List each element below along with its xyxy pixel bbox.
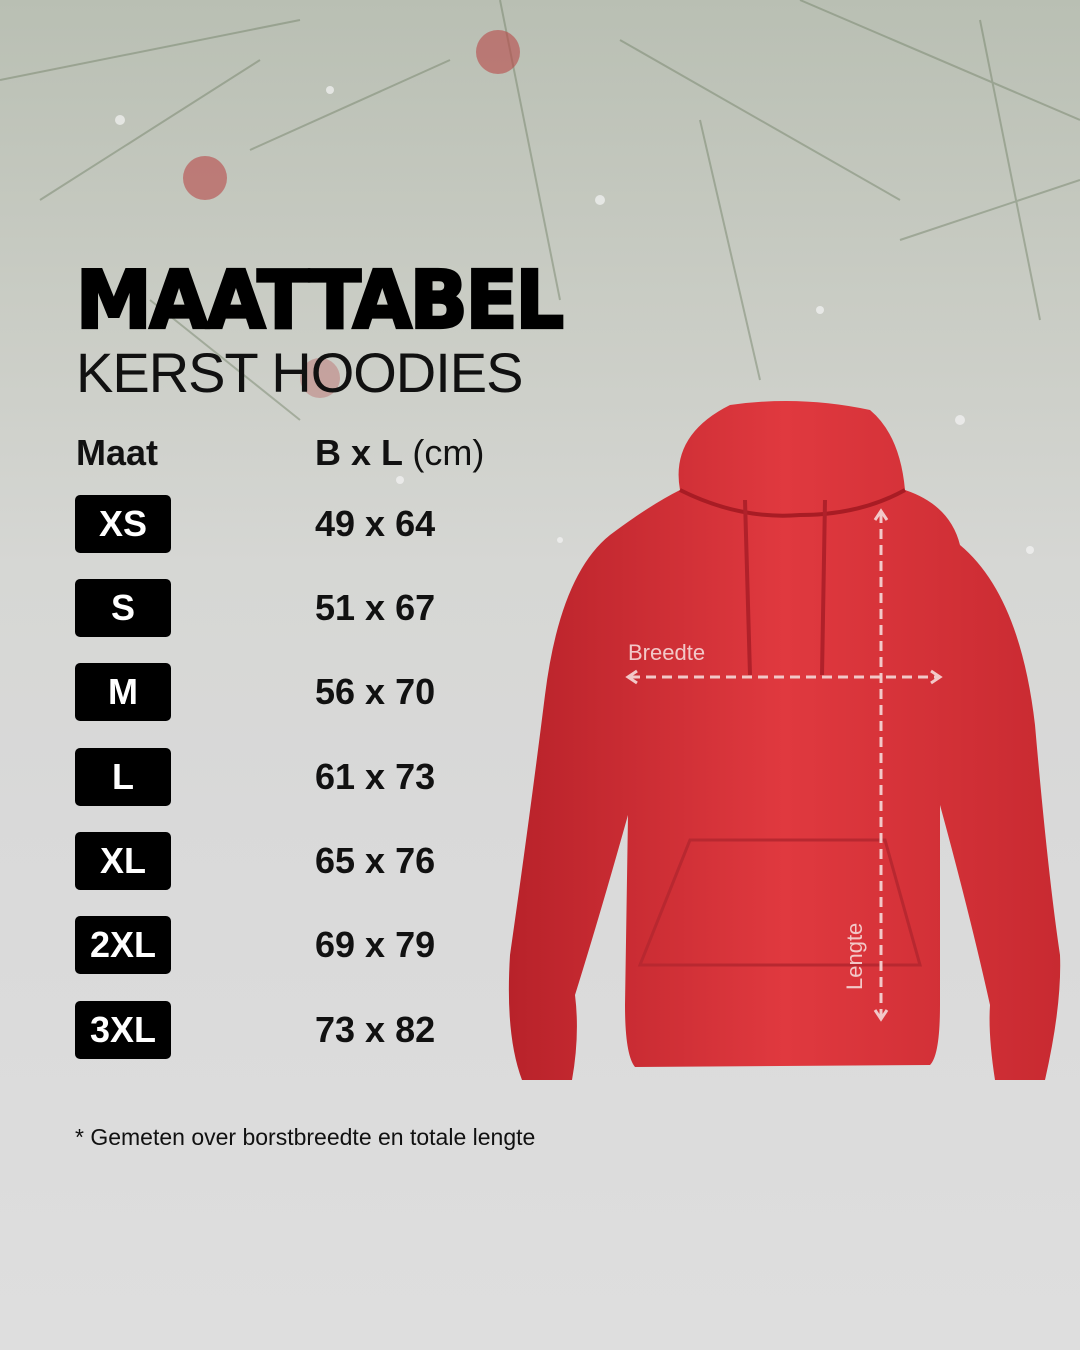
size-dims: 51 x 67 xyxy=(315,587,436,628)
width-label: Breedte xyxy=(628,640,705,665)
ornament xyxy=(476,30,520,74)
ornament xyxy=(183,156,227,200)
hoodie-body xyxy=(508,401,1061,1080)
pine-branch-background xyxy=(0,0,1080,554)
size-dims: 61 x 73 xyxy=(315,756,436,797)
table-row: L 61 x 73 xyxy=(75,748,495,806)
table-row: XL 65 x 76 xyxy=(75,832,495,890)
size-column-header: Maat xyxy=(76,432,159,473)
size-dims: 73 x 82 xyxy=(315,1009,436,1050)
size-badge: M xyxy=(75,663,171,721)
hoodie-diagram: Breedte Lengte xyxy=(508,401,1061,1080)
size-badge: 2XL xyxy=(75,916,171,974)
table-row: XS 49 x 64 xyxy=(75,495,495,553)
dims-column-header: B x L (cm) xyxy=(315,432,484,474)
page-subtitle: KERST HOODIES xyxy=(76,341,524,404)
size-badge: XS xyxy=(75,495,171,553)
footnote: * Gemeten over borstbreedte en totale le… xyxy=(75,1124,536,1150)
size-dims: 65 x 76 xyxy=(315,840,436,881)
table-row: 3XL 73 x 82 xyxy=(75,1001,495,1059)
size-badge: XL xyxy=(75,832,171,890)
length-label: Lengte xyxy=(842,923,867,990)
size-dims: 49 x 64 xyxy=(315,503,436,544)
dims-label: B x L xyxy=(315,432,403,473)
size-badge: S xyxy=(75,579,171,637)
unit-label: (cm) xyxy=(412,432,485,473)
page-title: MAATTABEL xyxy=(75,251,566,348)
table-row: 2XL 69 x 79 xyxy=(75,916,495,974)
table-row: M 56 x 70 xyxy=(75,663,495,721)
size-dims: 69 x 79 xyxy=(315,924,436,965)
size-badge: L xyxy=(75,748,171,806)
ornament xyxy=(300,358,340,398)
table-row: S 51 x 67 xyxy=(75,579,495,637)
size-badge: 3XL xyxy=(75,1001,171,1059)
size-dims: 56 x 70 xyxy=(315,671,436,712)
